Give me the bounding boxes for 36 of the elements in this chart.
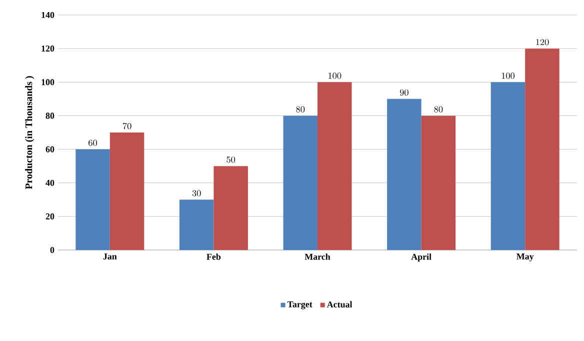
data-label: 120: [536, 39, 549, 46]
y-tick-label: 20: [46, 213, 54, 220]
y-axis-title: Producton (in Thousands ): [25, 76, 34, 190]
y-tick-label: 100: [42, 79, 54, 86]
bar: [318, 82, 352, 250]
data-label: 80: [296, 106, 305, 112]
y-tick-label: 120: [42, 46, 54, 52]
x-tick-label: May: [516, 254, 534, 262]
data-label: 90: [400, 89, 408, 96]
data-label: 100: [328, 72, 342, 79]
bar: [387, 98, 422, 250]
x-tick-label: April: [411, 254, 432, 262]
bar: [76, 149, 110, 250]
legend-label: Target: [287, 301, 312, 310]
data-label: 100: [502, 72, 515, 79]
data-label: 70: [122, 122, 132, 130]
y-tick-label: 140: [42, 12, 54, 18]
bar: [110, 132, 144, 250]
x-tick-label: Jan: [103, 254, 117, 260]
legend-label: Actual: [326, 301, 352, 308]
data-label: 80: [434, 106, 443, 112]
bar: [214, 166, 248, 250]
y-tick-label: 40: [46, 180, 54, 186]
y-tick-label: 80: [46, 112, 54, 119]
data-label: 30: [192, 190, 201, 196]
bar: [179, 200, 214, 250]
x-tick-label: Feb: [206, 254, 221, 260]
bar: [525, 48, 560, 250]
y-tick-label: 0: [50, 246, 54, 254]
x-tick-label: March: [304, 254, 330, 260]
bar: [490, 82, 526, 250]
bar: [421, 116, 456, 250]
bar: [283, 116, 318, 250]
data-label: 50: [226, 156, 236, 163]
y-tick-label: 60: [46, 146, 54, 152]
data-label: 60: [88, 140, 98, 146]
